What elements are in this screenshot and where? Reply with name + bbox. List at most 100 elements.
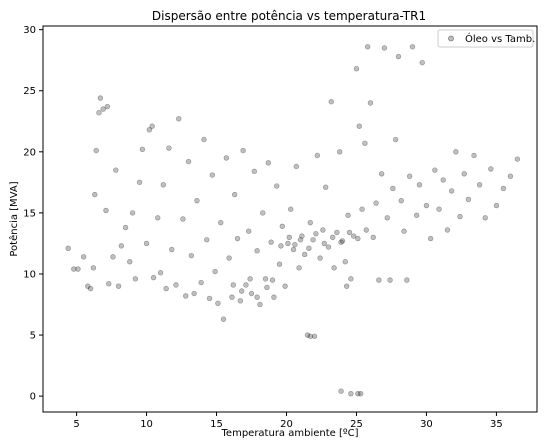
scatter-point xyxy=(292,241,298,248)
scatter-point xyxy=(92,191,98,198)
scatter-point xyxy=(188,252,195,259)
x-tick-label: 10 xyxy=(140,419,153,430)
scatter-point xyxy=(274,183,280,189)
scatter-point xyxy=(113,167,119,173)
scatter-point xyxy=(276,261,283,267)
scatter-point xyxy=(127,259,133,265)
scatter-point xyxy=(246,228,252,234)
scatter-point xyxy=(320,227,326,233)
scatter-point xyxy=(268,239,274,245)
scatter-point xyxy=(338,388,344,394)
scatter-point xyxy=(336,149,343,155)
scatter-point xyxy=(395,53,402,60)
x-axis: 5 10 15 20 25 30 35 xyxy=(73,412,503,430)
scatter-point xyxy=(293,163,299,170)
scatter-point xyxy=(457,213,463,220)
scatter-point xyxy=(345,212,351,219)
scatter-point xyxy=(163,285,169,292)
x-tick-label: 5 xyxy=(73,419,79,430)
scatter-point xyxy=(507,173,514,179)
scatter-point xyxy=(342,259,348,265)
scatter-point xyxy=(90,265,97,271)
x-tick-label: 30 xyxy=(420,419,433,430)
scatter-point xyxy=(381,45,388,51)
scatter-point xyxy=(359,206,365,212)
plot-frame xyxy=(42,25,538,413)
scatter-point xyxy=(461,171,467,177)
scatter-point xyxy=(448,188,455,194)
scatter-point xyxy=(432,167,438,173)
scatter-point xyxy=(299,233,305,239)
scatter-point xyxy=(355,235,361,242)
scatter-point xyxy=(363,227,369,233)
scatter-point xyxy=(364,44,371,50)
scatter-point xyxy=(500,185,507,192)
scatter-point xyxy=(139,146,146,153)
scatter-point xyxy=(362,140,368,146)
scatter-point xyxy=(264,284,270,291)
scatter-point xyxy=(136,179,143,186)
scatter-point xyxy=(416,182,423,188)
scatter-point xyxy=(278,243,284,249)
scatter-point xyxy=(331,265,337,271)
y-tick-label: 25 xyxy=(23,86,36,97)
scatter-point xyxy=(325,244,332,250)
x-tick-label: 25 xyxy=(350,419,363,430)
scatter-point xyxy=(356,123,362,129)
scatter-point xyxy=(444,227,451,233)
scatter-point xyxy=(234,235,241,242)
scatter-point xyxy=(328,99,334,105)
scatter-point xyxy=(103,207,109,214)
scatter-point xyxy=(71,266,77,272)
scatter-point xyxy=(514,156,521,162)
scatter-point xyxy=(150,274,157,281)
scatter-point xyxy=(230,282,237,288)
scatter-point xyxy=(406,173,413,179)
scatter-point xyxy=(185,158,192,165)
scatter-point xyxy=(285,240,291,247)
scatter-point xyxy=(204,237,210,243)
scatter-point xyxy=(296,265,302,271)
scatter-point xyxy=(122,224,129,231)
y-tick-label: 20 xyxy=(23,147,36,158)
scatter-point xyxy=(118,243,125,249)
x-tick-label: 20 xyxy=(280,419,293,430)
legend-box xyxy=(437,29,534,48)
scatter-point xyxy=(269,277,276,283)
scatter-point xyxy=(348,390,354,397)
scatter-point xyxy=(353,66,360,72)
scatter-point xyxy=(279,223,286,230)
scatter-point xyxy=(387,277,393,283)
scatter-point xyxy=(87,285,94,292)
scatter-point xyxy=(436,206,442,212)
scatter-point xyxy=(322,184,329,190)
scatter-point xyxy=(306,245,312,252)
scatter-point xyxy=(419,59,425,66)
scatter-point xyxy=(313,230,319,237)
legend-label: Óleo vs Tamb. xyxy=(465,32,535,45)
scatter-point xyxy=(282,283,288,289)
points-layer xyxy=(65,44,521,397)
scatter-point xyxy=(232,191,238,198)
scatter-point xyxy=(355,390,361,397)
scatter-point xyxy=(265,160,272,166)
scatter-point xyxy=(427,235,434,242)
scatter-point xyxy=(370,234,376,241)
scatter-point xyxy=(240,147,246,154)
scatter-point xyxy=(376,277,382,283)
y-tick-label: 15 xyxy=(23,208,36,219)
scatter-point xyxy=(212,268,218,275)
scatter-point xyxy=(220,316,227,322)
scatter-point xyxy=(311,333,318,339)
scatter-point xyxy=(155,215,161,221)
scatter-point xyxy=(271,294,277,300)
scatter-point xyxy=(321,240,327,247)
scatter-point xyxy=(206,295,213,302)
scatter-point xyxy=(180,216,186,222)
y-tick-label: 5 xyxy=(30,331,36,342)
scatter-point xyxy=(194,197,200,204)
scatter-point xyxy=(398,197,404,204)
scatter-point xyxy=(85,283,91,289)
scatter-point xyxy=(334,229,340,236)
scatter-point xyxy=(384,215,390,221)
